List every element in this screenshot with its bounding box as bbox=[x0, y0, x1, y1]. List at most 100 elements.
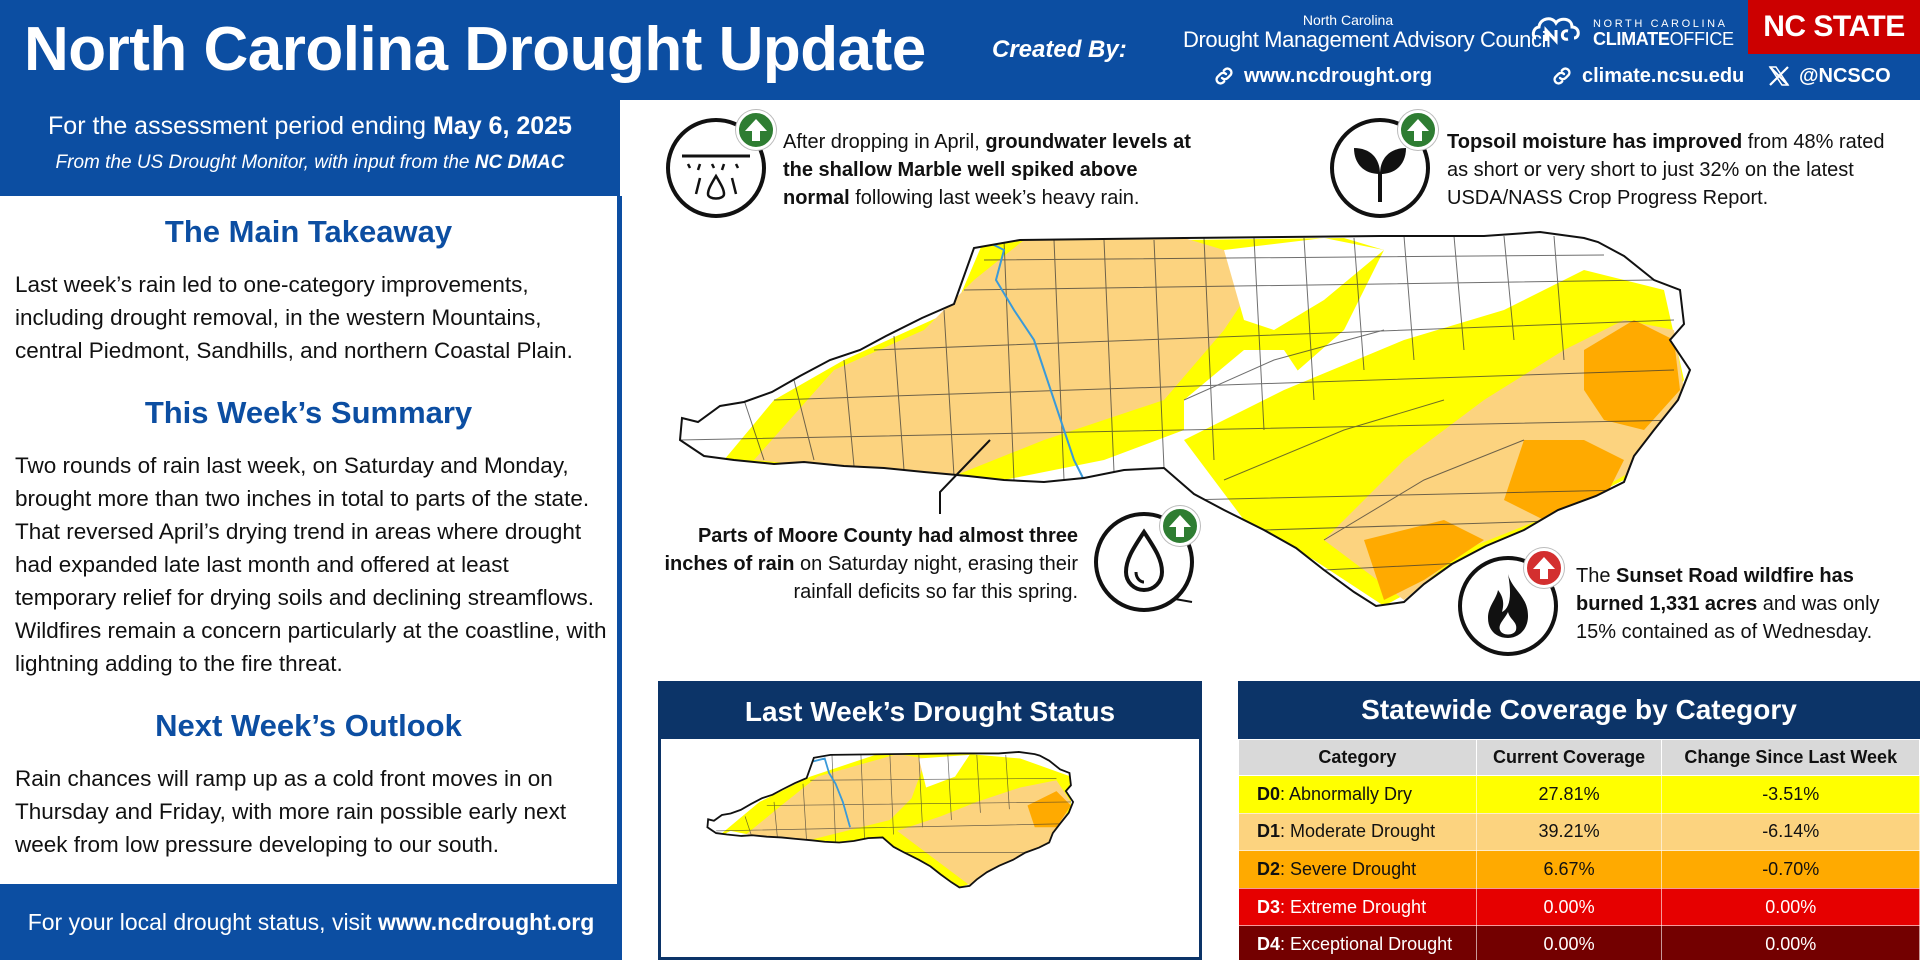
coverage-change: -6.14% bbox=[1661, 812, 1920, 852]
coverage-header-change: Change Since Last Week bbox=[1661, 739, 1920, 776]
climate-link-text: climate.ncsu.edu bbox=[1582, 64, 1745, 87]
ncdrought-link-text: www.ncdrought.org bbox=[1244, 64, 1433, 87]
coverage-change: 0.00% bbox=[1661, 887, 1920, 927]
coverage-header-row: Category Current Coverage Change Since L… bbox=[1238, 739, 1920, 776]
main-takeaway-body: Last week’s rain led to one-category imp… bbox=[15, 272, 573, 363]
category-code: D0 bbox=[1257, 783, 1281, 804]
topsoil-bold: Topsoil moisture has improved bbox=[1447, 131, 1743, 153]
climate-office-word1: CLIMATE bbox=[1593, 29, 1670, 49]
groundwater-post: following last week’s heavy rain. bbox=[849, 187, 1140, 209]
wildfire-post: and was only 15% contained as of Wednesd… bbox=[1576, 593, 1880, 643]
coverage-row-d1: D1: Moderate Drought 39.21% -6.14% bbox=[1238, 812, 1920, 852]
raindrop-icon bbox=[1123, 528, 1165, 593]
source-org: NC DMAC bbox=[474, 152, 565, 173]
topsoil-callout: Topsoil moisture has improved from 48% r… bbox=[1447, 128, 1897, 212]
summary-body: Two rounds of rain last week, on Saturda… bbox=[15, 453, 607, 676]
link-icon bbox=[1215, 67, 1233, 85]
social-x-link[interactable]: @NCSCO bbox=[1767, 64, 1891, 88]
footer-banner: For your local drought status, visit www… bbox=[0, 884, 622, 960]
coverage-change: -0.70% bbox=[1661, 850, 1920, 889]
topsoil-post: from 48% rated as short or very short to… bbox=[1447, 131, 1885, 209]
summary-title: This Week’s Summary bbox=[144, 395, 473, 430]
category-code: D2 bbox=[1257, 858, 1281, 879]
outlook-body: Rain chances will ramp up as a cold fron… bbox=[15, 766, 567, 857]
climate-office-word2: OFFICE bbox=[1669, 29, 1735, 49]
coverage-table-body: D0: Abnormally Dry 27.81% -3.51% D1: Modera… bbox=[1238, 775, 1920, 960]
climate-office-line1: NORTH CAROLINA bbox=[1593, 18, 1728, 30]
coverage-category: D1: Moderate Drought bbox=[1238, 812, 1477, 852]
last-week-title: Last Week’s Drought Status bbox=[661, 684, 1199, 739]
coverage-row-d0: D0: Abnormally Dry 27.81% -3.51% bbox=[1238, 775, 1920, 814]
period-prefix: For the assessment period ending bbox=[48, 112, 433, 140]
coverage-row-d2: D2: Severe Drought 6.67% -0.70% bbox=[1238, 850, 1920, 889]
sprout-icon bbox=[1354, 148, 1406, 202]
up-arrow-icon bbox=[736, 110, 776, 150]
category-name: : Severe Drought bbox=[1280, 858, 1417, 879]
link-icon bbox=[1553, 67, 1571, 85]
header-bar: North Carolina Drought Update Created By… bbox=[0, 0, 1920, 100]
moore-post: on Saturday night, erasing their rainfal… bbox=[793, 553, 1078, 603]
data-source: From the US Drought Monitor, with input … bbox=[0, 152, 620, 174]
assessment-period-banner: For the assessment period ending May 6, … bbox=[0, 100, 620, 196]
last-week-map bbox=[706, 751, 1075, 889]
period-date: May 6, 2025 bbox=[432, 112, 572, 140]
footer-link[interactable]: www.ncdrought.org bbox=[377, 909, 595, 935]
coverage-change: -3.51% bbox=[1661, 775, 1920, 814]
up-arrow-icon bbox=[1398, 110, 1438, 150]
created-by-label: Created By: bbox=[992, 36, 1127, 63]
category-name: : Moderate Drought bbox=[1280, 821, 1436, 842]
last-week-panel: Last Week’s Drought Status bbox=[658, 681, 1202, 960]
climate-link[interactable]: climate.ncsu.edu bbox=[1550, 64, 1744, 88]
category-name: : Exceptional Drought bbox=[1280, 934, 1453, 955]
coverage-change: 0.00% bbox=[1661, 925, 1920, 960]
coverage-category: D2: Severe Drought bbox=[1238, 850, 1477, 889]
outlook-title: Next Week’s Outlook bbox=[155, 708, 462, 743]
moore-bold: Parts of Moore County had almost three i… bbox=[664, 525, 1078, 575]
coverage-header-current: Current Coverage bbox=[1475, 739, 1663, 776]
dmac-name: Drought Management Advisory Council bbox=[1183, 27, 1551, 52]
x-logo-icon bbox=[1768, 66, 1790, 86]
well-icon bbox=[682, 154, 750, 200]
coverage-current: 0.00% bbox=[1475, 925, 1663, 960]
category-name: : Extreme Drought bbox=[1280, 896, 1427, 917]
coverage-category: D4: Exceptional Drought bbox=[1238, 925, 1477, 960]
wildfire-callout: The Sunset Road wildfire has burned 1,33… bbox=[1576, 562, 1896, 646]
up-arrow-icon bbox=[1524, 548, 1564, 588]
footer-prefix: For your local drought status, visit bbox=[27, 909, 378, 935]
flame-icon bbox=[1488, 574, 1528, 638]
coverage-table: Category Current Coverage Change Since L… bbox=[1238, 739, 1920, 960]
dmac-state-label: North Carolina bbox=[1302, 12, 1394, 28]
moore-connector bbox=[939, 439, 991, 514]
ncdrought-link[interactable]: www.ncdrought.org bbox=[1212, 64, 1432, 88]
assessment-period: For the assessment period ending May 6, … bbox=[0, 112, 620, 141]
coverage-current: 0.00% bbox=[1475, 887, 1663, 927]
groundwater-bold: groundwater levels at the shallow Marble… bbox=[783, 131, 1191, 209]
source-prefix: From the US Drought Monitor, with input … bbox=[55, 152, 475, 173]
coverage-current: 39.21% bbox=[1475, 812, 1663, 852]
left-column-border bbox=[617, 196, 622, 884]
coverage-title: Statewide Coverage by Category bbox=[1238, 681, 1920, 739]
ncstate-logo: NC STATE bbox=[1748, 0, 1920, 54]
wildfire-pre: The bbox=[1576, 565, 1617, 587]
current-drought-map bbox=[679, 231, 1691, 607]
main-takeaway-title: The Main Takeaway bbox=[164, 214, 453, 249]
groundwater-callout: After dropping in April, groundwater lev… bbox=[783, 128, 1203, 212]
coverage-current: 27.81% bbox=[1475, 775, 1663, 814]
groundwater-pre: After dropping in April, bbox=[783, 131, 986, 153]
moore-callout: Parts of Moore County had almost three i… bbox=[660, 522, 1078, 606]
coverage-current: 6.67% bbox=[1475, 850, 1663, 889]
climate-office-line2: CLIMATEOFFICE bbox=[1593, 29, 1734, 50]
category-code: D3 bbox=[1257, 896, 1281, 917]
category-code: D1 bbox=[1257, 821, 1281, 842]
up-arrow-icon bbox=[1160, 506, 1200, 546]
coverage-row-d3: D3: Extreme Drought 0.00% 0.00% bbox=[1238, 887, 1920, 927]
coverage-category: D3: Extreme Drought bbox=[1238, 887, 1477, 927]
coverage-category: D0: Abnormally Dry bbox=[1238, 775, 1477, 814]
category-code: D4 bbox=[1257, 934, 1281, 955]
coverage-header-category: Category bbox=[1238, 739, 1477, 776]
social-handle: @NCSCO bbox=[1799, 64, 1891, 87]
climate-office-logo bbox=[1531, 17, 1580, 45]
coverage-row-d4: D4: Exceptional Drought 0.00% 0.00% bbox=[1238, 925, 1920, 960]
category-name: : Abnormally Dry bbox=[1280, 783, 1413, 804]
coverage-panel: Statewide Coverage by Category Category … bbox=[1238, 681, 1920, 960]
